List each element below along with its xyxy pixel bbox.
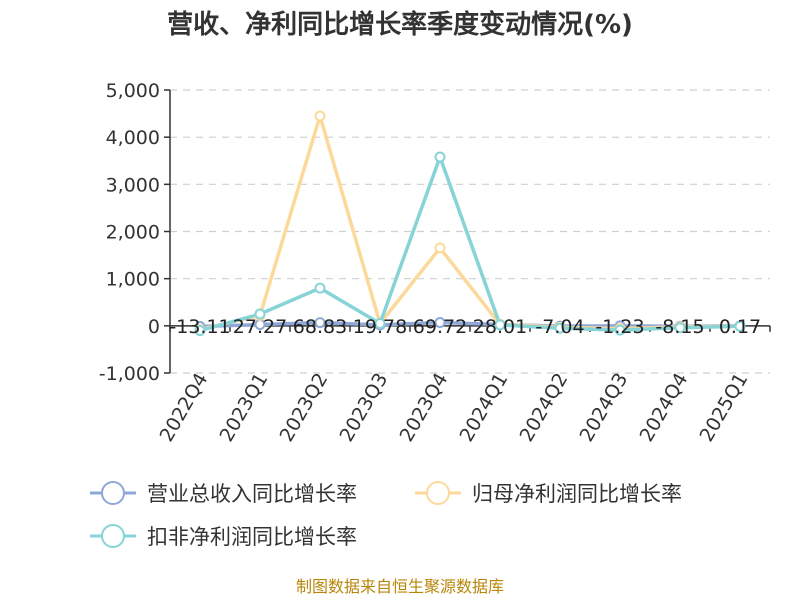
data-point[interactable] <box>254 308 266 320</box>
data-point[interactable] <box>314 282 326 294</box>
y-tick-label: 0 <box>148 316 160 338</box>
data-labels: -13.11 27.27 68.83 19.78 69.72 28.01 -7.04 -1.2… <box>169 316 761 338</box>
data-point[interactable] <box>734 320 746 332</box>
legend-label: 扣非净利润同比增长率 <box>147 525 357 549</box>
legend-label: 营业总收入同比增长率 <box>147 482 357 506</box>
legend-marker <box>101 524 125 548</box>
chart-title: 营收、净利同比增长率季度变动情况(%) <box>167 9 633 40</box>
data-label: -8.15 <box>655 316 704 338</box>
data-point[interactable] <box>494 319 506 331</box>
series-lines <box>194 110 746 337</box>
legend-item-1[interactable]: 归母净利润同比增长率 <box>415 481 682 506</box>
legend-label: 归母净利润同比增长率 <box>472 482 682 506</box>
x-tick-label: 2023Q2 <box>276 369 333 445</box>
x-tick-label: 2023Q4 <box>396 369 453 445</box>
grid-lines <box>170 89 770 374</box>
data-point[interactable] <box>434 151 446 163</box>
data-point[interactable] <box>554 322 566 334</box>
data-label: -13.11 <box>169 316 230 338</box>
data-point[interactable] <box>194 325 206 337</box>
data-point[interactable] <box>614 324 626 336</box>
data-label: 69.72 <box>413 316 467 338</box>
legend-item-2[interactable]: 扣非净利润同比增长率 <box>90 524 357 549</box>
legend-marker <box>101 481 125 505</box>
x-tick-label: 2024Q4 <box>636 369 693 445</box>
series-line-2 <box>199 155 741 333</box>
x-tick-label: 2023Q3 <box>336 369 393 445</box>
y-tick-label: 1,000 <box>106 269 160 291</box>
data-point[interactable] <box>314 110 326 122</box>
x-tick-label: 2023Q1 <box>216 369 273 445</box>
x-tick-label: 2025Q1 <box>696 369 753 445</box>
data-label: -7.04 <box>535 316 584 338</box>
data-label: -1.23 <box>595 316 644 338</box>
y-tick-label: 3,000 <box>106 174 160 196</box>
y-tick-label: 5,000 <box>106 80 160 102</box>
legend-item-0[interactable]: 营业总收入同比增长率 <box>90 481 357 506</box>
data-point[interactable] <box>314 317 326 329</box>
y-tick-label: -1,000 <box>99 363 160 385</box>
data-label: 68.83 <box>293 316 347 338</box>
x-tick-label: 2024Q2 <box>516 369 573 445</box>
data-label: 28.01 <box>473 316 527 338</box>
data-point[interactable] <box>674 322 686 334</box>
data-point[interactable] <box>434 242 446 254</box>
x-tick-label: 2024Q1 <box>456 369 513 445</box>
x-tick-label: 2022Q4 <box>156 369 213 445</box>
series-line-1 <box>199 114 741 332</box>
data-label: 19.78 <box>353 316 407 338</box>
data-point[interactable] <box>374 317 386 329</box>
source-note: 制图数据来自恒生聚源数据库 <box>296 577 504 596</box>
y-tick-label: 4,000 <box>106 127 160 149</box>
x-tick-label: 2024Q3 <box>576 369 633 445</box>
y-tick-label: 2,000 <box>106 222 160 244</box>
data-label: 27.27 <box>233 316 287 338</box>
legend-marker <box>426 481 450 505</box>
data-point[interactable] <box>434 317 446 329</box>
data-label: 0.17 <box>719 316 761 338</box>
